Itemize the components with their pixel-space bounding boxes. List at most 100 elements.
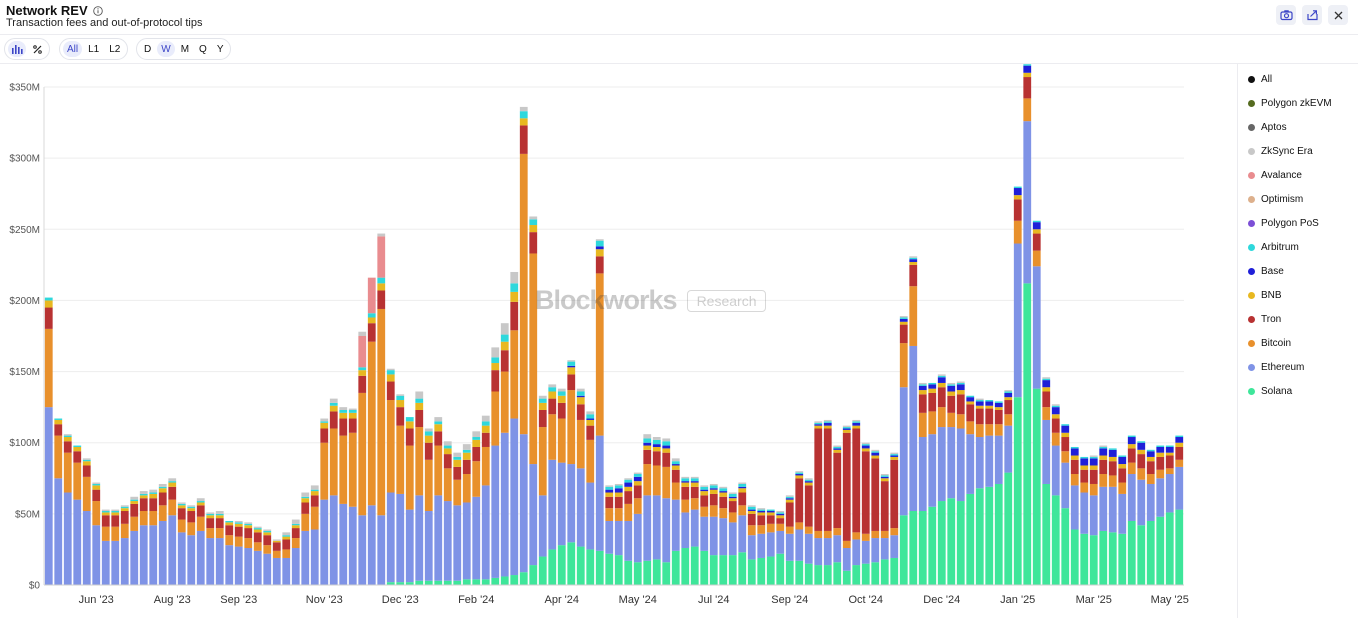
bar-segment-ethereum[interactable] <box>348 506 357 585</box>
bar-segment-ethereum[interactable] <box>918 437 927 512</box>
bar-segment-ethereum[interactable] <box>73 499 82 585</box>
bar-segment-bitcoin[interactable] <box>358 392 367 516</box>
bar-segment-zksync-era[interactable] <box>823 419 832 422</box>
bar-segment-tron[interactable] <box>776 518 785 524</box>
bar-segment-ethereum[interactable] <box>111 540 120 585</box>
bar-segment-solana[interactable] <box>833 562 842 585</box>
bar-segment-bnb[interactable] <box>510 291 519 302</box>
bar-segment-arbitrum[interactable] <box>652 439 661 445</box>
bar-segment-tron[interactable] <box>871 458 880 531</box>
bar-segment-bitcoin[interactable] <box>196 516 205 531</box>
bar-segment-bnb[interactable] <box>453 459 462 467</box>
bar-segment-ethereum[interactable] <box>795 529 804 561</box>
bar-segment-zksync-era[interactable] <box>861 442 870 445</box>
bar-segment-tron[interactable] <box>358 375 367 393</box>
bar-segment-zksync-era[interactable] <box>1089 455 1098 457</box>
bar-segment-solana[interactable] <box>757 557 766 585</box>
bar-segment-bnb[interactable] <box>1108 456 1117 462</box>
bar-segment-bnb[interactable] <box>529 225 538 233</box>
bar-segment-tron[interactable] <box>519 125 528 154</box>
bar-segment-ethereum[interactable] <box>548 459 557 550</box>
bar-segment-ethereum[interactable] <box>605 520 614 554</box>
bar-segment-bitcoin[interactable] <box>586 439 595 483</box>
bar-segment-base[interactable] <box>994 402 1003 408</box>
bar-segment-arbitrum[interactable] <box>671 461 680 465</box>
bar-segment-ethereum[interactable] <box>120 538 129 585</box>
bar-segment-avalance[interactable] <box>377 236 386 278</box>
bar-segment-bitcoin[interactable] <box>82 476 91 512</box>
bar-segment-bitcoin[interactable] <box>1099 474 1108 487</box>
bar-segment-ethereum[interactable] <box>1089 495 1098 536</box>
bar-segment-bnb[interactable] <box>1146 456 1155 462</box>
bar-segment-arbitrum[interactable] <box>187 506 196 509</box>
bar-segment-zksync-era[interactable] <box>158 483 167 487</box>
bar-segment-solana[interactable] <box>1070 529 1079 585</box>
bar-segment-tron[interactable] <box>54 424 63 436</box>
bar-segment-base[interactable] <box>785 498 794 500</box>
bar-segment-arbitrum[interactable] <box>1051 405 1060 408</box>
bar-segment-bitcoin[interactable] <box>415 427 424 496</box>
bar-segment-bitcoin[interactable] <box>700 506 709 517</box>
bar-segment-zksync-era[interactable] <box>396 394 405 396</box>
bar-segment-tron[interactable] <box>652 451 661 466</box>
bar-segment-solana[interactable] <box>1156 516 1165 585</box>
bar-segment-tron[interactable] <box>367 323 376 342</box>
bar-segment-tron[interactable] <box>918 394 927 413</box>
bar-segment-base[interactable] <box>1127 437 1136 445</box>
bar-segment-base[interactable] <box>890 455 899 457</box>
bar-segment-bitcoin[interactable] <box>985 424 994 436</box>
bar-segment-base[interactable] <box>1099 448 1108 456</box>
bar-segment-tron[interactable] <box>215 518 224 529</box>
bar-segment-ethereum[interactable] <box>728 522 737 556</box>
bar-segment-base[interactable] <box>947 385 956 392</box>
interval-option-month[interactable]: M <box>180 43 190 55</box>
bar-segment-bitcoin[interactable] <box>310 506 319 530</box>
bar-segment-zksync-era[interactable] <box>1099 445 1108 447</box>
bar-segment-tron[interactable] <box>339 418 348 436</box>
bar-segment-arbitrum[interactable] <box>918 384 927 386</box>
bar-segment-base[interactable] <box>1089 458 1098 466</box>
bar-segment-tron[interactable] <box>1175 446 1184 460</box>
bar-segment-bnb[interactable] <box>690 482 699 487</box>
bar-segment-solana[interactable] <box>434 580 443 585</box>
bar-segment-base[interactable] <box>747 509 756 512</box>
bar-segment-zksync-era[interactable] <box>538 395 547 399</box>
bar-segment-tron[interactable] <box>823 428 832 531</box>
bar-segment-bitcoin[interactable] <box>101 526 110 541</box>
bar-segment-bnb[interactable] <box>291 525 300 529</box>
bar-segment-bnb[interactable] <box>111 512 120 516</box>
bar-segment-bnb[interactable] <box>367 317 376 324</box>
bar-segment-tron[interactable] <box>491 370 500 392</box>
interval-option-day[interactable]: D <box>144 43 152 55</box>
bar-segment-tron[interactable] <box>985 408 994 425</box>
bar-segment-arbitrum[interactable] <box>529 219 538 226</box>
bar-segment-tron[interactable] <box>662 452 671 467</box>
bar-segment-bitcoin[interactable] <box>177 519 186 533</box>
bar-segment-bnb[interactable] <box>54 419 63 425</box>
bar-segment-zksync-era[interactable] <box>253 526 262 529</box>
bar-segment-arbitrum[interactable] <box>994 401 1003 403</box>
bar-segment-zksync-era[interactable] <box>975 398 984 401</box>
bar-segment-bitcoin[interactable] <box>614 508 623 521</box>
bar-segment-zksync-era[interactable] <box>624 478 633 480</box>
bar-segment-zksync-era[interactable] <box>614 483 623 486</box>
bar-segment-bnb[interactable] <box>1118 464 1127 469</box>
bar-segment-tron[interactable] <box>377 290 386 309</box>
bar-segment-solana[interactable] <box>415 580 424 585</box>
bar-segment-base[interactable] <box>576 395 585 398</box>
bar-segment-arbitrum[interactable] <box>500 334 509 342</box>
bar-segment-ethereum[interactable] <box>1146 483 1155 521</box>
bar-segment-ethereum[interactable] <box>852 539 861 566</box>
bar-segment-base[interactable] <box>1118 456 1127 465</box>
bar-segment-tron[interactable] <box>1108 461 1117 476</box>
bar-segment-base[interactable] <box>833 448 842 450</box>
bar-segment-arbitrum[interactable] <box>472 437 481 440</box>
bar-segment-bnb[interactable] <box>567 367 576 375</box>
bar-segment-arbitrum[interactable] <box>586 414 595 419</box>
bar-segment-arbitrum[interactable] <box>481 421 490 426</box>
bar-segment-base[interactable] <box>956 384 965 391</box>
bar-segment-solana[interactable] <box>605 553 614 585</box>
bar-segment-solana[interactable] <box>899 515 908 585</box>
bar-segment-solana[interactable] <box>681 548 690 585</box>
bar-segment-bnb[interactable] <box>928 388 937 393</box>
